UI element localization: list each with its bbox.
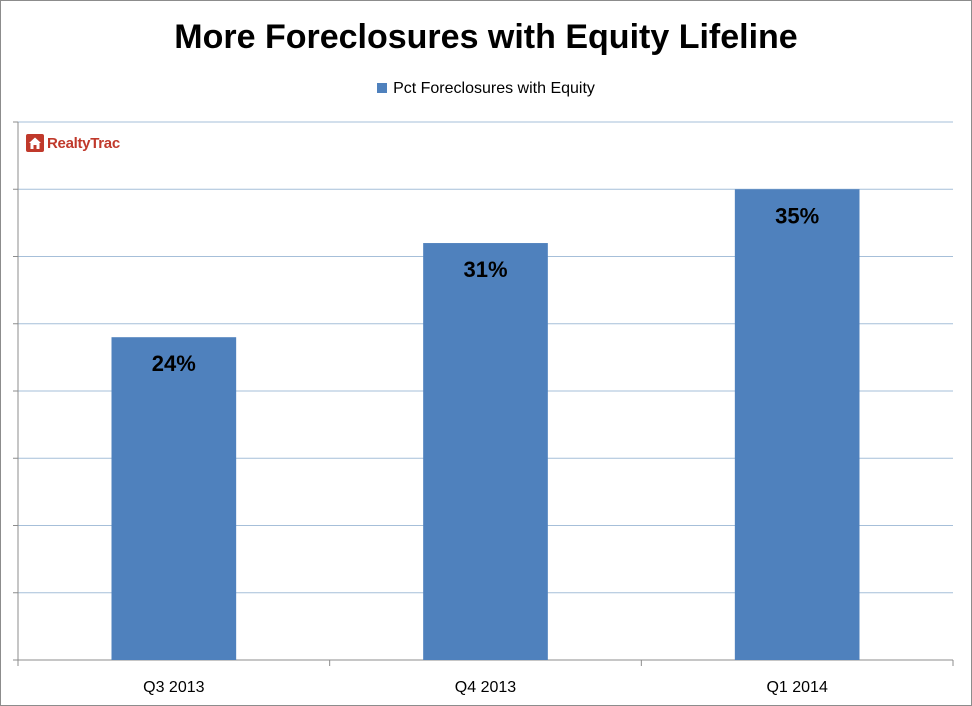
logo-text: RealtyTrac <box>47 134 120 152</box>
legend: Pct Foreclosures with Equity <box>0 80 972 98</box>
data-label: 35% <box>775 203 819 228</box>
house-icon <box>26 134 44 152</box>
bar-q3-2013 <box>111 337 237 660</box>
chart-title: More Foreclosures with Equity Lifeline <box>174 18 798 56</box>
x-tick-label: Q4 2013 <box>455 679 516 696</box>
legend-swatch <box>377 83 388 93</box>
x-tick-label: Q1 2014 <box>766 679 827 696</box>
realtytrac-logo: RealtyTrac <box>26 133 120 153</box>
bar-q4-2013 <box>423 243 548 661</box>
x-tick-label: Q3 2013 <box>143 679 204 696</box>
bar-q1-2014 <box>734 189 860 660</box>
legend-label: Pct Foreclosures with Equity <box>393 80 595 97</box>
data-label: 24% <box>152 351 196 376</box>
data-label: 31% <box>463 257 507 282</box>
